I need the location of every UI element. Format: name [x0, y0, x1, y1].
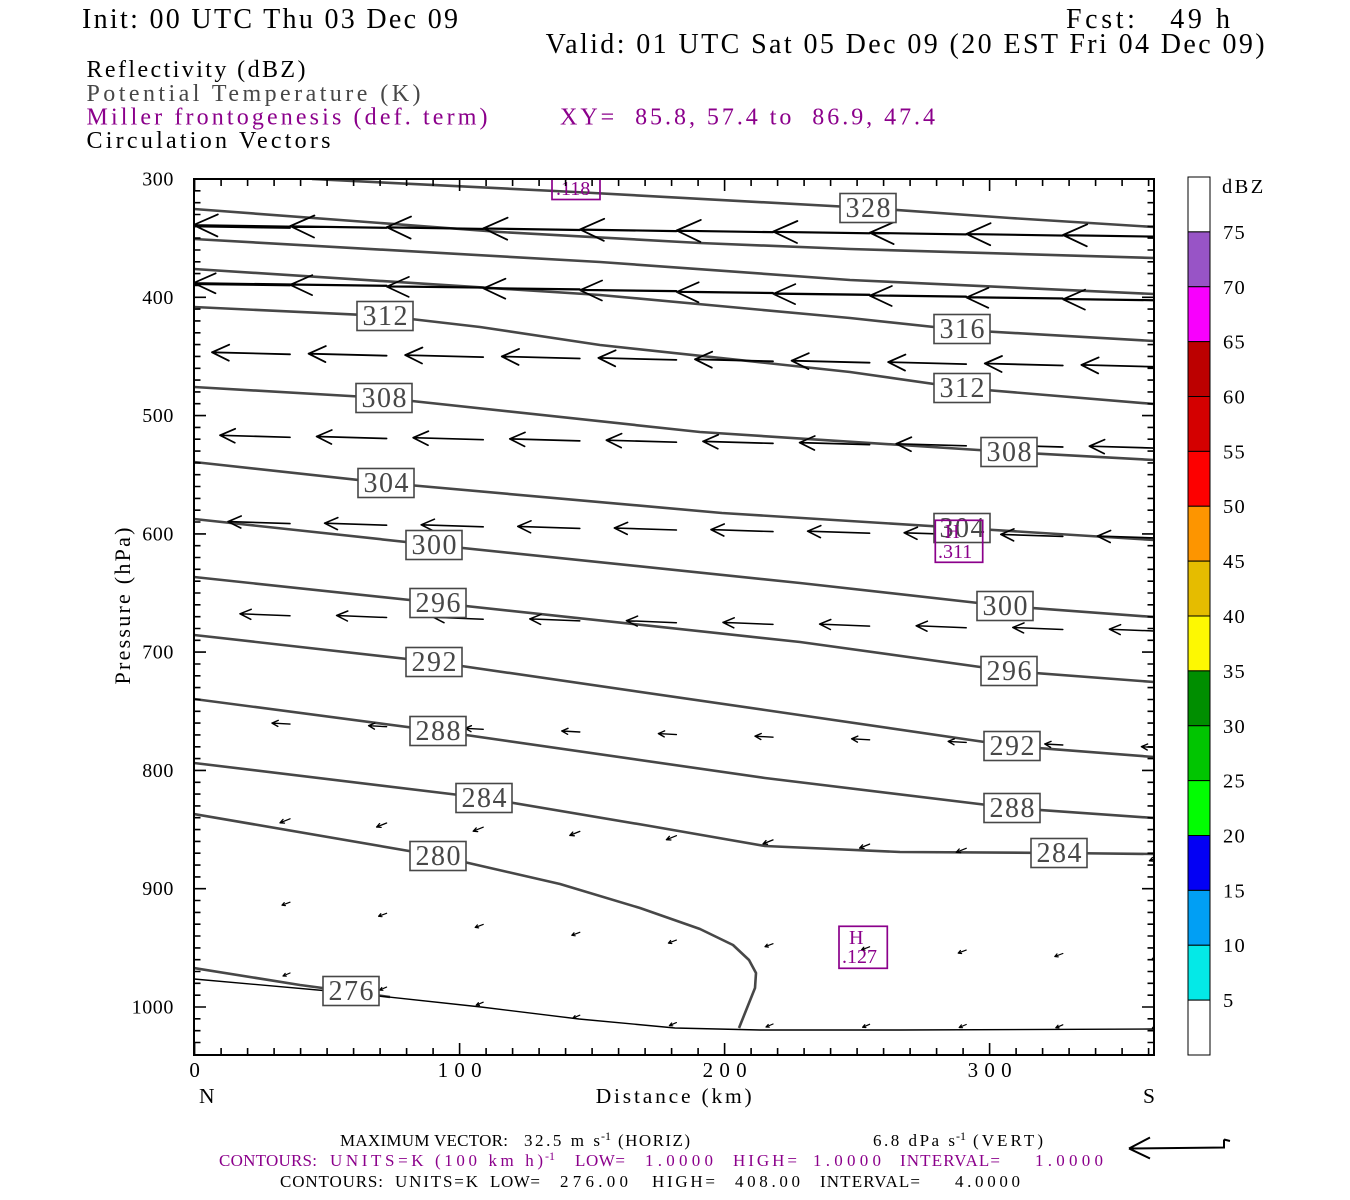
svg-text:1.0000: 1.0000 — [1035, 1151, 1103, 1170]
svg-text:Valid: 01 UTC Sat 05 Dec 09 (2: Valid: 01 UTC Sat 05 Dec 09 (20 EST Fri … — [546, 29, 1265, 60]
svg-text:-1: -1 — [601, 1129, 611, 1143]
svg-text:408.00: 408.00 — [735, 1172, 800, 1191]
svg-text:75: 75 — [1223, 222, 1246, 244]
svg-text:-1: -1 — [956, 1129, 966, 1143]
svg-text:HIGH=: HIGH= — [652, 1172, 715, 1191]
svg-text:312: 312 — [939, 373, 986, 404]
svg-text:CONTOURS:: CONTOURS: — [280, 1172, 383, 1191]
svg-text:60: 60 — [1223, 387, 1246, 409]
svg-text:.127: .127 — [842, 946, 877, 968]
svg-text:32.5 m s: 32.5 m s — [524, 1131, 600, 1150]
svg-text:6.8 dPa s: 6.8 dPa s — [873, 1131, 955, 1150]
svg-text:500: 500 — [142, 405, 174, 427]
svg-text:H: H — [849, 927, 863, 949]
svg-text:Potential Temperature (K): Potential Temperature (K) — [87, 81, 421, 107]
svg-text:LOW=: LOW= — [575, 1151, 625, 1170]
svg-text:Pressure (hPa): Pressure (hPa) — [110, 528, 135, 685]
svg-text:50: 50 — [1223, 496, 1246, 518]
svg-text:.311: .311 — [938, 541, 972, 563]
svg-text:1000: 1000 — [132, 997, 174, 1019]
svg-text:INTERVAL=: INTERVAL= — [820, 1172, 920, 1191]
svg-text:292: 292 — [411, 647, 458, 678]
svg-text:328: 328 — [845, 193, 892, 224]
svg-text:308: 308 — [361, 383, 408, 414]
svg-text:800: 800 — [142, 760, 174, 782]
svg-text:400: 400 — [142, 287, 174, 309]
svg-text:65: 65 — [1223, 332, 1246, 354]
svg-text:276.00: 276.00 — [560, 1172, 628, 1191]
svg-text:Miller frontogenesis (def. ter: Miller frontogenesis (def. term) — [87, 104, 488, 130]
svg-text:70: 70 — [1223, 277, 1246, 299]
svg-text:25: 25 — [1223, 771, 1246, 793]
svg-text:S: S — [1143, 1084, 1155, 1108]
svg-text:30: 30 — [1223, 716, 1246, 738]
svg-text:300: 300 — [982, 591, 1029, 622]
svg-text:0: 0 — [189, 1058, 200, 1082]
svg-text:INTERVAL=: INTERVAL= — [900, 1151, 1000, 1170]
svg-text:296: 296 — [415, 588, 462, 619]
svg-text:300: 300 — [968, 1058, 1012, 1082]
svg-text:XY= 85.8, 57.4 to 86.9, 47.4: XY= 85.8, 57.4 to 86.9, 47.4 — [560, 105, 935, 131]
svg-text:CONTOURS:: CONTOURS: — [219, 1151, 317, 1170]
svg-text:1.0000: 1.0000 — [645, 1151, 713, 1170]
svg-text:308: 308 — [986, 437, 1033, 468]
svg-text:(HORIZ): (HORIZ) — [618, 1131, 690, 1150]
svg-text:304: 304 — [939, 513, 986, 544]
svg-text:-1: -1 — [545, 1149, 555, 1163]
svg-text:1.0000: 1.0000 — [813, 1151, 881, 1170]
svg-text:MAXIMUM VECTOR:: MAXIMUM VECTOR: — [340, 1131, 508, 1150]
svg-text:200: 200 — [703, 1058, 747, 1082]
svg-text:35: 35 — [1223, 661, 1246, 683]
svg-text:HIGH=: HIGH= — [733, 1151, 797, 1170]
svg-text:15: 15 — [1223, 880, 1246, 902]
svg-text:296: 296 — [986, 656, 1033, 687]
svg-text:312: 312 — [362, 301, 409, 332]
svg-text:.118: .118 — [556, 178, 590, 200]
svg-text:5: 5 — [1223, 990, 1235, 1012]
svg-text:Circulation Vectors: Circulation Vectors — [87, 128, 331, 154]
svg-text:280: 280 — [415, 841, 462, 872]
svg-text:Reflectivity (dBZ): Reflectivity (dBZ) — [87, 57, 306, 83]
svg-text:276: 276 — [328, 976, 375, 1007]
svg-text:N: N — [199, 1084, 215, 1108]
svg-text:(VERT): (VERT) — [973, 1131, 1043, 1150]
svg-text:UNITS=K (100 km h): UNITS=K (100 km h) — [330, 1151, 543, 1170]
svg-text:300: 300 — [411, 530, 458, 561]
svg-text:600: 600 — [142, 523, 174, 545]
svg-text:284: 284 — [1036, 838, 1083, 869]
svg-text:292: 292 — [989, 731, 1036, 762]
svg-text:UNITS=K: UNITS=K — [395, 1172, 479, 1191]
svg-text:H: H — [945, 521, 959, 543]
svg-text:304: 304 — [363, 468, 410, 499]
svg-text:284: 284 — [461, 783, 508, 814]
svg-text:300: 300 — [142, 169, 174, 191]
svg-text:316: 316 — [939, 314, 986, 345]
svg-text:10: 10 — [1223, 935, 1246, 957]
svg-text:40: 40 — [1223, 606, 1246, 628]
svg-text:288: 288 — [415, 716, 462, 747]
svg-text:900: 900 — [142, 878, 174, 900]
svg-text:4.0000: 4.0000 — [955, 1172, 1020, 1191]
svg-text:288: 288 — [989, 793, 1036, 824]
svg-text:20: 20 — [1223, 826, 1246, 848]
svg-text:Init: 00 UTC Thu 03 Dec 09: Init: 00 UTC Thu 03 Dec 09 — [82, 4, 458, 35]
svg-text:45: 45 — [1223, 551, 1246, 573]
svg-text:dBZ: dBZ — [1222, 176, 1266, 198]
svg-text:Distance (km): Distance (km) — [596, 1084, 752, 1108]
svg-text:100: 100 — [438, 1058, 482, 1082]
svg-text:LOW=: LOW= — [490, 1172, 540, 1191]
svg-text:55: 55 — [1223, 441, 1246, 463]
svg-text:700: 700 — [142, 642, 174, 664]
